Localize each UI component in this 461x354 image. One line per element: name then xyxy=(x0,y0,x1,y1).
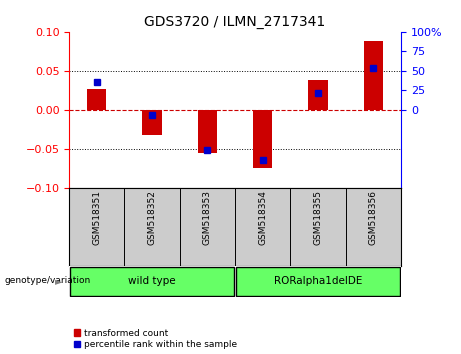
Text: ►: ► xyxy=(55,276,62,286)
Bar xyxy=(70,267,234,296)
Bar xyxy=(236,267,400,296)
Bar xyxy=(364,41,383,110)
Bar xyxy=(253,110,272,168)
Legend: transformed count, percentile rank within the sample: transformed count, percentile rank withi… xyxy=(74,329,236,349)
Bar xyxy=(198,110,217,153)
Text: GSM518355: GSM518355 xyxy=(313,190,323,245)
Text: GSM518351: GSM518351 xyxy=(92,190,101,245)
Bar xyxy=(142,110,162,136)
Title: GDS3720 / ILMN_2717341: GDS3720 / ILMN_2717341 xyxy=(144,16,326,29)
Text: genotype/variation: genotype/variation xyxy=(5,276,91,285)
Bar xyxy=(87,90,106,110)
Text: GSM518356: GSM518356 xyxy=(369,190,378,245)
Text: GSM518354: GSM518354 xyxy=(258,190,267,245)
Text: GSM518353: GSM518353 xyxy=(203,190,212,245)
Text: RORalpha1delDE: RORalpha1delDE xyxy=(274,276,362,286)
Text: wild type: wild type xyxy=(128,276,176,286)
Text: GSM518352: GSM518352 xyxy=(148,190,157,245)
Bar xyxy=(308,80,328,110)
